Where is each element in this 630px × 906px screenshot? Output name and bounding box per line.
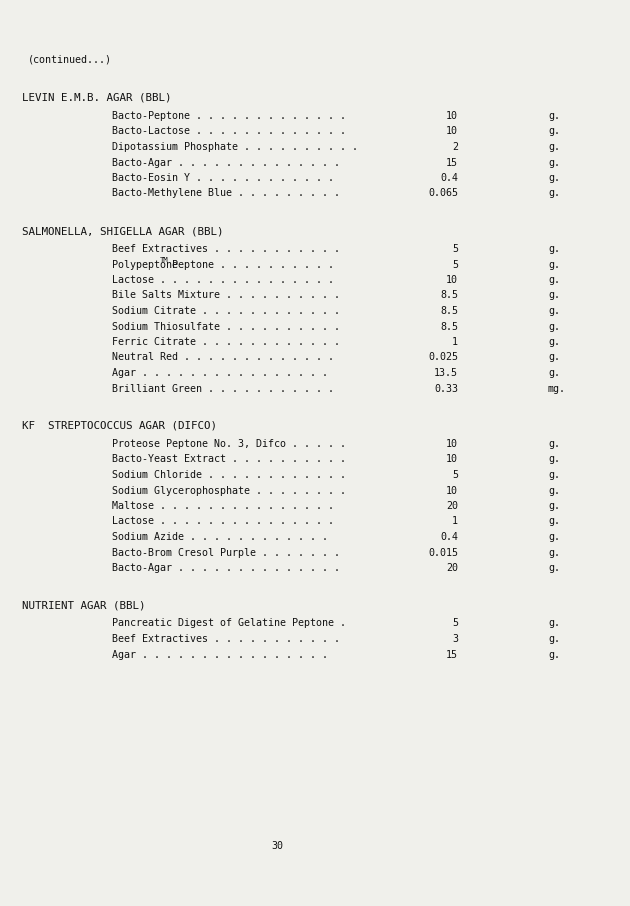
Text: g.: g. <box>548 173 560 183</box>
Text: 10: 10 <box>446 455 458 465</box>
Text: 2: 2 <box>452 142 458 152</box>
Text: Proteose Peptone No. 3, Difco . . . . .: Proteose Peptone No. 3, Difco . . . . . <box>112 439 346 449</box>
Text: g.: g. <box>548 532 560 542</box>
Text: 10: 10 <box>446 127 458 137</box>
Text: g.: g. <box>548 275 560 285</box>
Text: TM: TM <box>160 257 169 263</box>
Text: 13.5: 13.5 <box>434 368 458 378</box>
Text: 20: 20 <box>446 501 458 511</box>
Text: g.: g. <box>548 486 560 496</box>
Text: g.: g. <box>548 322 560 332</box>
Text: 8.5: 8.5 <box>440 306 458 316</box>
Text: NUTRIENT AGAR (BBL): NUTRIENT AGAR (BBL) <box>22 601 146 611</box>
Text: g.: g. <box>548 619 560 629</box>
Text: g.: g. <box>548 634 560 644</box>
Text: Bacto-Peptone . . . . . . . . . . . . .: Bacto-Peptone . . . . . . . . . . . . . <box>112 111 346 121</box>
Text: g.: g. <box>548 127 560 137</box>
Text: g.: g. <box>548 142 560 152</box>
Text: Maltose . . . . . . . . . . . . . . .: Maltose . . . . . . . . . . . . . . . <box>112 501 334 511</box>
Text: Polypeptone: Polypeptone <box>112 259 178 269</box>
Text: Agar . . . . . . . . . . . . . . . .: Agar . . . . . . . . . . . . . . . . <box>112 650 328 660</box>
Text: 5: 5 <box>452 470 458 480</box>
Text: g.: g. <box>548 439 560 449</box>
Text: g.: g. <box>548 547 560 557</box>
Text: Lactose . . . . . . . . . . . . . . .: Lactose . . . . . . . . . . . . . . . <box>112 516 334 526</box>
Text: g.: g. <box>548 259 560 269</box>
Text: 8.5: 8.5 <box>440 291 458 301</box>
Text: 0.065: 0.065 <box>428 188 458 198</box>
Text: 0.025: 0.025 <box>428 352 458 362</box>
Text: Bacto-Lactose . . . . . . . . . . . . .: Bacto-Lactose . . . . . . . . . . . . . <box>112 127 346 137</box>
Text: g.: g. <box>548 650 560 660</box>
Text: Sodium Chloride . . . . . . . . . . . .: Sodium Chloride . . . . . . . . . . . . <box>112 470 346 480</box>
Text: g.: g. <box>548 244 560 254</box>
Text: Lactose . . . . . . . . . . . . . . .: Lactose . . . . . . . . . . . . . . . <box>112 275 334 285</box>
Text: Agar . . . . . . . . . . . . . . . .: Agar . . . . . . . . . . . . . . . . <box>112 368 328 378</box>
Text: g.: g. <box>548 352 560 362</box>
Text: g.: g. <box>548 470 560 480</box>
Text: mg.: mg. <box>548 383 566 393</box>
Text: g.: g. <box>548 158 560 168</box>
Text: LEVIN E.M.B. AGAR (BBL): LEVIN E.M.B. AGAR (BBL) <box>22 93 171 103</box>
Text: 30: 30 <box>271 841 283 851</box>
Text: Bile Salts Mixture . . . . . . . . . .: Bile Salts Mixture . . . . . . . . . . <box>112 291 340 301</box>
Text: 10: 10 <box>446 439 458 449</box>
Text: 0.4: 0.4 <box>440 532 458 542</box>
Text: (continued...): (continued...) <box>28 55 112 65</box>
Text: Sodium Thiosulfate . . . . . . . . . .: Sodium Thiosulfate . . . . . . . . . . <box>112 322 340 332</box>
Text: Sodium Azide . . . . . . . . . . . .: Sodium Azide . . . . . . . . . . . . <box>112 532 328 542</box>
Text: 5: 5 <box>452 244 458 254</box>
Text: 15: 15 <box>446 158 458 168</box>
Text: Brilliant Green . . . . . . . . . . .: Brilliant Green . . . . . . . . . . . <box>112 383 334 393</box>
Text: g.: g. <box>548 337 560 347</box>
Text: g.: g. <box>548 111 560 121</box>
Text: g.: g. <box>548 188 560 198</box>
Text: Pancreatic Digest of Gelatine Peptone .: Pancreatic Digest of Gelatine Peptone . <box>112 619 346 629</box>
Text: g.: g. <box>548 516 560 526</box>
Text: g.: g. <box>548 501 560 511</box>
Text: Peptone . . . . . . . . . .: Peptone . . . . . . . . . . <box>166 259 334 269</box>
Text: SALMONELLA, SHIGELLA AGAR (BBL): SALMONELLA, SHIGELLA AGAR (BBL) <box>22 226 224 236</box>
Text: Bacto-Agar . . . . . . . . . . . . . .: Bacto-Agar . . . . . . . . . . . . . . <box>112 158 340 168</box>
Text: g.: g. <box>548 306 560 316</box>
Text: 1: 1 <box>452 516 458 526</box>
Text: g.: g. <box>548 291 560 301</box>
Text: 10: 10 <box>446 486 458 496</box>
Text: Bacto-Eosin Y . . . . . . . . . . . .: Bacto-Eosin Y . . . . . . . . . . . . <box>112 173 334 183</box>
Text: 10: 10 <box>446 275 458 285</box>
Text: 10: 10 <box>446 111 458 121</box>
Text: 8.5: 8.5 <box>440 322 458 332</box>
Text: Sodium Citrate . . . . . . . . . . . .: Sodium Citrate . . . . . . . . . . . . <box>112 306 340 316</box>
Text: Sodium Glycerophosphate . . . . . . . .: Sodium Glycerophosphate . . . . . . . . <box>112 486 346 496</box>
Text: Bacto-Agar . . . . . . . . . . . . . .: Bacto-Agar . . . . . . . . . . . . . . <box>112 563 340 573</box>
Text: 5: 5 <box>452 259 458 269</box>
Text: 0.33: 0.33 <box>434 383 458 393</box>
Text: Beef Extractives . . . . . . . . . . .: Beef Extractives . . . . . . . . . . . <box>112 634 340 644</box>
Text: Ferric Citrate . . . . . . . . . . . .: Ferric Citrate . . . . . . . . . . . . <box>112 337 340 347</box>
Text: g.: g. <box>548 368 560 378</box>
Text: 20: 20 <box>446 563 458 573</box>
Text: Dipotassium Phosphate . . . . . . . . . .: Dipotassium Phosphate . . . . . . . . . … <box>112 142 358 152</box>
Text: Neutral Red . . . . . . . . . . . . .: Neutral Red . . . . . . . . . . . . . <box>112 352 334 362</box>
Text: g.: g. <box>548 563 560 573</box>
Text: Bacto-Yeast Extract . . . . . . . . . .: Bacto-Yeast Extract . . . . . . . . . . <box>112 455 346 465</box>
Text: 1: 1 <box>452 337 458 347</box>
Text: 0.015: 0.015 <box>428 547 458 557</box>
Text: Beef Extractives . . . . . . . . . . .: Beef Extractives . . . . . . . . . . . <box>112 244 340 254</box>
Text: 5: 5 <box>452 619 458 629</box>
Text: 15: 15 <box>446 650 458 660</box>
Text: KF  STREPTOCOCCUS AGAR (DIFCO): KF STREPTOCOCCUS AGAR (DIFCO) <box>22 421 217 431</box>
Text: 3: 3 <box>452 634 458 644</box>
Text: g.: g. <box>548 455 560 465</box>
Text: Bacto-Brom Cresol Purple . . . . . . .: Bacto-Brom Cresol Purple . . . . . . . <box>112 547 340 557</box>
Text: Bacto-Methylene Blue . . . . . . . . .: Bacto-Methylene Blue . . . . . . . . . <box>112 188 340 198</box>
Text: 0.4: 0.4 <box>440 173 458 183</box>
